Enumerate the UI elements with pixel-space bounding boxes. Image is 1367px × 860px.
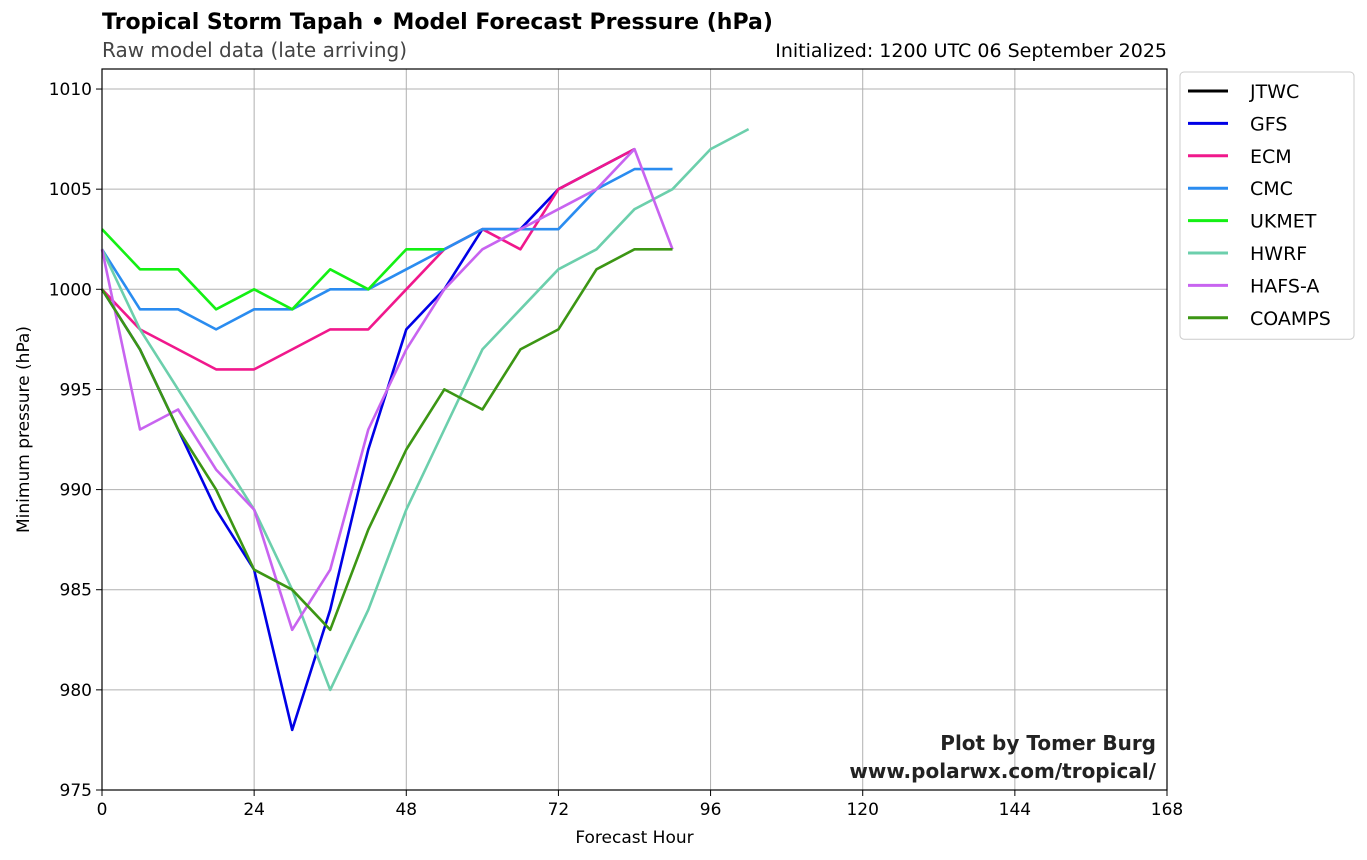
chart-subtitle: Raw model data (late arriving) — [102, 38, 408, 62]
y-tick-label: 1005 — [49, 180, 92, 200]
x-tick-label: 96 — [700, 800, 722, 820]
y-tick-label: 990 — [60, 481, 92, 501]
x-axis-label: Forecast Hour — [575, 828, 693, 848]
series-line-gfs — [100, 147, 636, 732]
x-tick-label: 0 — [97, 800, 108, 820]
legend-label-hwrf: HWRF — [1250, 243, 1307, 265]
series-line-cmc — [100, 167, 673, 331]
legend-label-gfs: GFS — [1250, 113, 1287, 135]
x-tick-label: 48 — [395, 800, 417, 820]
y-tick-label: 975 — [60, 781, 92, 801]
legend-label-hafs-a: HAFS-A — [1250, 275, 1319, 297]
series-line-ecm — [101, 147, 636, 371]
credit-url: www.polarwx.com/tropical/ — [849, 759, 1156, 783]
series-line-hwrf — [100, 127, 750, 692]
legend: JTWC GFS ECM CMC UKMET HWRF HAFS-A COAMPS — [1179, 71, 1355, 340]
legend-label-ukmet: UKMET — [1250, 211, 1317, 233]
y-tick-label: 985 — [60, 581, 92, 601]
y-tick-label: 1010 — [49, 80, 92, 100]
y-tick-label: 980 — [60, 681, 92, 701]
initialized-label: Initialized: 1200 UTC 06 September 2025 — [775, 40, 1167, 62]
x-tick-label: 24 — [243, 800, 265, 820]
series-lines — [100, 127, 750, 732]
credit-author: Plot by Tomer Burg — [940, 731, 1156, 755]
y-tick-label: 1000 — [49, 280, 92, 300]
y-axis: 975 980 985 990 995 1000 1005 1010 — [49, 80, 102, 801]
series-line-hafs-a — [100, 147, 674, 632]
plot-frame — [101, 68, 1168, 791]
grid-lines — [101, 69, 1168, 791]
y-axis-label: Minimum pressure (hPa) — [14, 326, 34, 533]
x-tick-label: 120 — [846, 800, 878, 820]
chart-title: Tropical Storm Tapah • Model Forecast Pr… — [102, 10, 773, 35]
legend-box — [1179, 71, 1355, 340]
legend-label-cmc: CMC — [1250, 178, 1293, 200]
legend-label-jtwc: JTWC — [1249, 81, 1299, 103]
series-line-coamps — [100, 248, 673, 632]
x-tick-label: 72 — [548, 800, 570, 820]
x-tick-label: 144 — [999, 800, 1031, 820]
legend-label-coamps: COAMPS — [1250, 308, 1331, 330]
series-line-ukmet — [101, 228, 445, 311]
x-axis: 0 24 48 72 96 120 144 168 — [97, 790, 1183, 820]
x-tick-label: 168 — [1151, 800, 1183, 820]
legend-label-ecm: ECM — [1250, 146, 1292, 168]
y-tick-label: 995 — [60, 380, 92, 400]
